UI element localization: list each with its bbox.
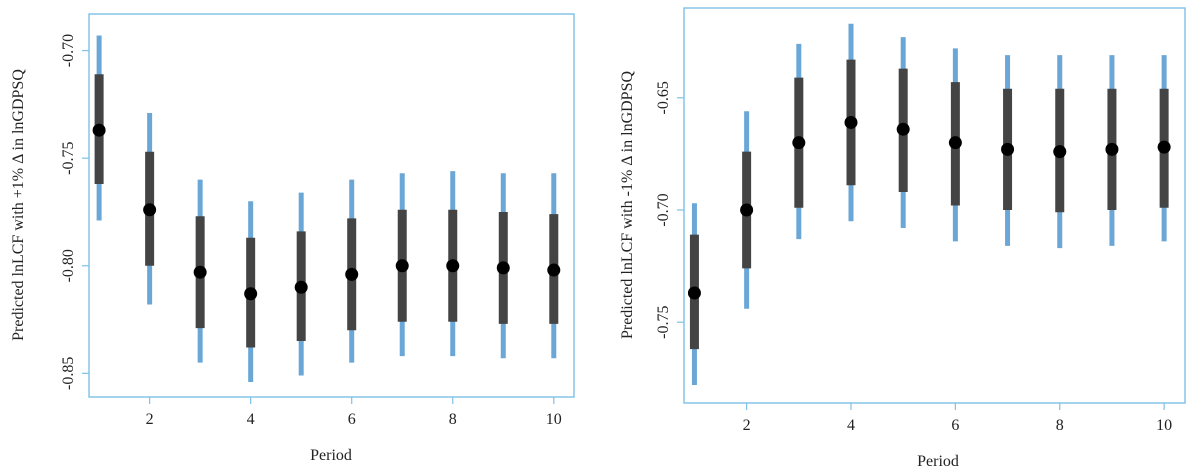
right-data-point xyxy=(1157,140,1171,154)
left-x-tick-label: 8 xyxy=(449,411,457,428)
right-x-tick-label: 4 xyxy=(847,417,855,434)
right-y-tick-label: -0.65 xyxy=(655,81,672,114)
left-data-point xyxy=(244,287,258,301)
right-data-point xyxy=(1001,142,1015,156)
left-x-axis-title: Period xyxy=(310,447,352,464)
left-y-tick-label: -0.75 xyxy=(60,141,77,174)
right-y-axis: -0.65 -0.70 -0.75 xyxy=(655,81,684,339)
right-x-axis-title: Period xyxy=(917,453,959,470)
left-data-point xyxy=(193,265,207,279)
right-panel: 2 4 6 8 10 -0.65 -0.70 -0.75 Period Predicted … xyxy=(619,7,1186,470)
left-panel: 2 4 6 8 10 -0.70 -0.75 -0.80 -0.85 Period Predi… xyxy=(10,13,575,464)
left-x-tick-label: 4 xyxy=(247,411,255,428)
left-data-point xyxy=(345,267,359,281)
left-marks xyxy=(92,35,561,382)
right-x-tick-label: 2 xyxy=(743,417,751,434)
right-x-tick-label: 10 xyxy=(1156,417,1172,434)
right-data-point xyxy=(687,286,701,300)
left-x-tick-label: 10 xyxy=(546,411,562,428)
right-data-point xyxy=(1105,142,1119,156)
right-marks xyxy=(687,23,1171,386)
left-data-point xyxy=(446,259,460,273)
left-data-point xyxy=(547,263,561,277)
right-data-point xyxy=(896,122,910,136)
right-x-axis: 2 4 6 8 10 xyxy=(743,403,1172,434)
right-data-point xyxy=(792,136,806,150)
right-x-tick-label: 6 xyxy=(951,417,959,434)
left-y-tick-label: -0.80 xyxy=(60,249,77,282)
left-x-tick-label: 2 xyxy=(146,411,154,428)
right-y-tick-label: -0.75 xyxy=(655,306,672,339)
left-y-axis-title: Predicted lnLCF with +1% Δ in lnGDPSQ xyxy=(10,69,27,341)
right-plot-frame xyxy=(683,7,1186,404)
right-y-tick-label: -0.70 xyxy=(655,193,672,226)
left-y-tick-label: -0.70 xyxy=(60,34,77,67)
right-x-tick-label: 8 xyxy=(1056,417,1064,434)
left-y-tick-label: -0.85 xyxy=(60,357,77,390)
right-data-point xyxy=(844,115,858,129)
left-x-tick-label: 6 xyxy=(348,411,356,428)
left-data-point xyxy=(496,261,510,275)
right-data-point xyxy=(740,203,754,217)
left-data-point xyxy=(294,280,308,294)
left-plot-frame xyxy=(88,13,575,398)
right-y-axis-title: Predicted lnLCF with -1% Δ in lnGDPSQ xyxy=(619,71,636,340)
left-data-point xyxy=(143,203,157,217)
left-x-axis: 2 4 6 8 10 xyxy=(146,397,562,428)
right-data-point xyxy=(1053,145,1067,159)
left-y-axis: -0.70 -0.75 -0.80 -0.85 xyxy=(60,34,89,390)
left-data-point xyxy=(395,259,409,273)
right-data-point xyxy=(948,136,962,150)
left-data-point xyxy=(92,123,106,137)
